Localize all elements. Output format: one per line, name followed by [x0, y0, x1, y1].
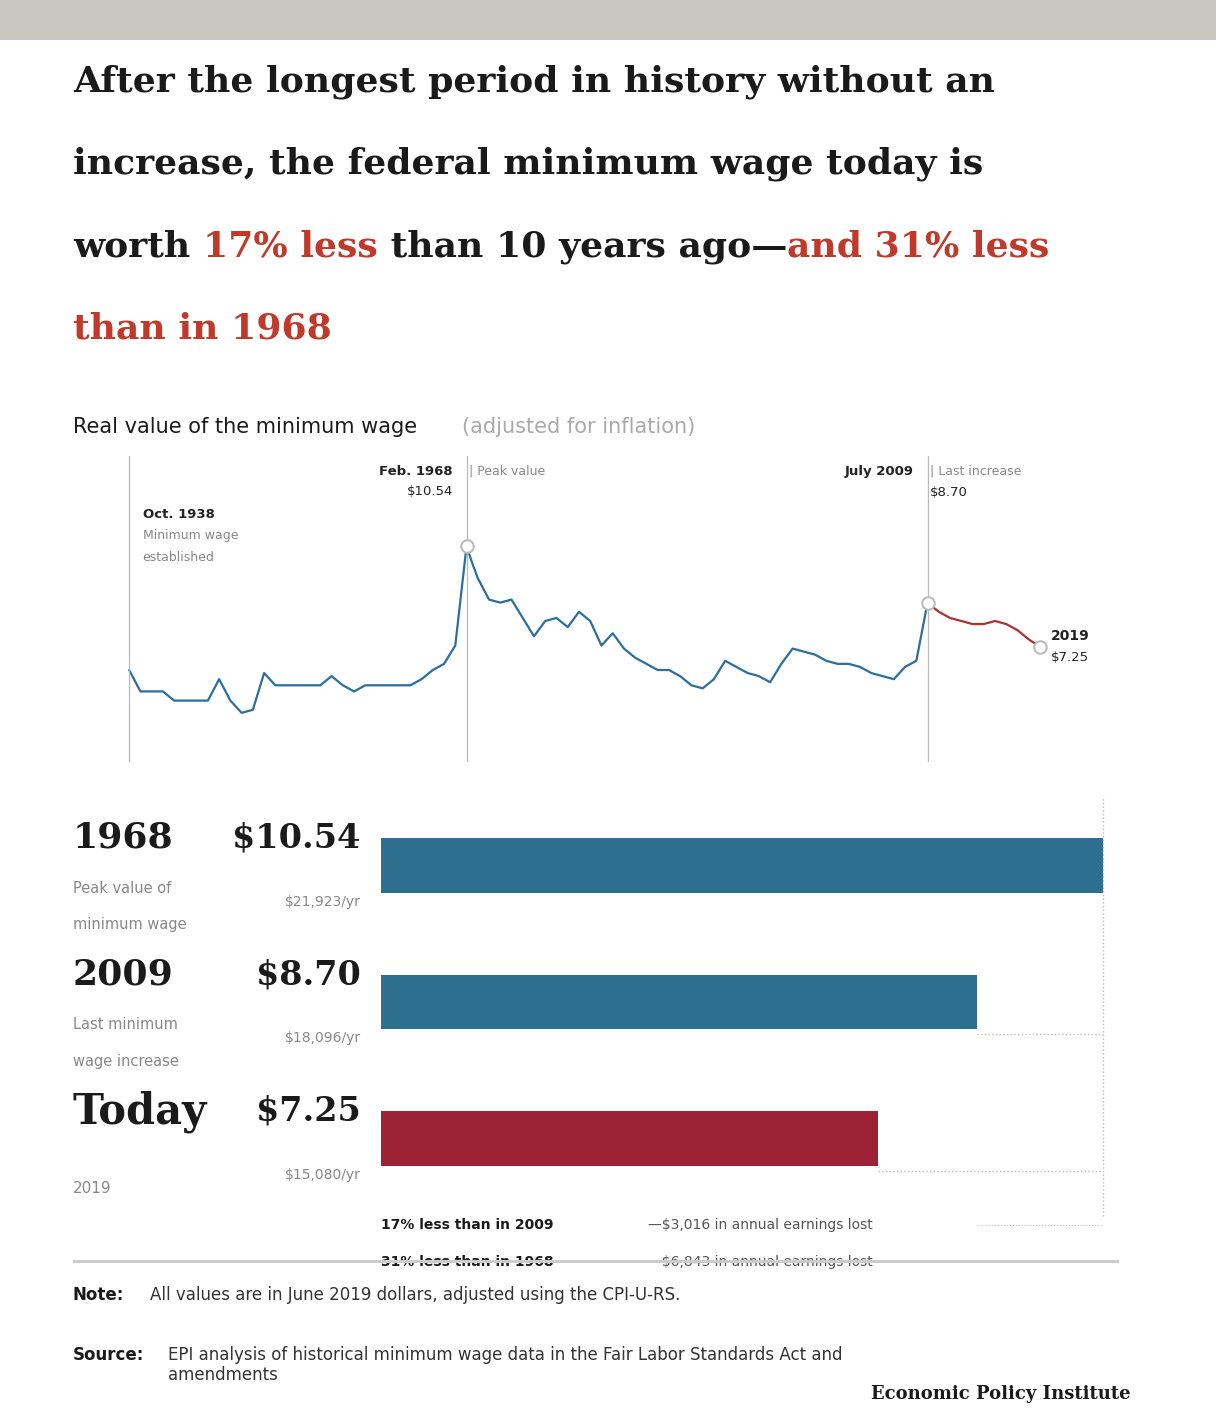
Text: Real value of the minimum wage: Real value of the minimum wage [73, 417, 423, 437]
Text: 2019: 2019 [1052, 629, 1090, 644]
Bar [382, 837, 1103, 893]
Text: Source:: Source: [73, 1346, 145, 1364]
Text: minimum wage: minimum wage [73, 917, 186, 931]
Text: All values are in June 2019 dollars, adjusted using the CPI-U-RS.: All values are in June 2019 dollars, adj… [150, 1286, 680, 1304]
Text: —$6,843 in annual earnings lost: —$6,843 in annual earnings lost [648, 1255, 873, 1269]
Text: $7.25: $7.25 [1052, 651, 1090, 664]
Text: Minimum wage: Minimum wage [142, 530, 238, 543]
Text: Oct. 1938: Oct. 1938 [142, 508, 214, 521]
Text: 31% less than in 1968: 31% less than in 1968 [382, 1255, 554, 1269]
Text: $10.54: $10.54 [406, 484, 454, 498]
Text: increase, the federal minimum wage today is: increase, the federal minimum wage today… [73, 147, 984, 181]
Text: $18,096/yr: $18,096/yr [285, 1031, 360, 1045]
Text: —$3,016 in annual earnings lost: —$3,016 in annual earnings lost [648, 1218, 873, 1232]
Text: 1968: 1968 [73, 820, 174, 854]
Text: Last minimum: Last minimum [73, 1017, 178, 1032]
Text: $8.70: $8.70 [255, 958, 360, 991]
Text: established: established [142, 551, 214, 564]
Text: $21,923/yr: $21,923/yr [285, 894, 360, 909]
Text: 2019: 2019 [73, 1182, 112, 1196]
Text: EPI analysis of historical minimum wage data in the Fair Labor Standards Act and: EPI analysis of historical minimum wage … [168, 1346, 843, 1384]
Text: than in 1968: than in 1968 [73, 312, 332, 346]
Text: Today: Today [73, 1089, 208, 1132]
Text: (adjusted for inflation): (adjusted for inflation) [462, 417, 696, 437]
Text: After the longest period in history without an: After the longest period in history with… [73, 64, 995, 98]
Text: Economic Policy Institute: Economic Policy Institute [871, 1384, 1131, 1403]
Bar [382, 974, 978, 1030]
Text: July 2009: July 2009 [845, 464, 914, 478]
Text: $7.25: $7.25 [255, 1095, 360, 1128]
Text: $15,080/yr: $15,080/yr [285, 1168, 360, 1182]
Text: wage increase: wage increase [73, 1054, 179, 1068]
Text: 17% less: 17% less [203, 229, 378, 263]
Text: | Last increase: | Last increase [930, 464, 1021, 478]
Text: than 10 years ago—: than 10 years ago— [378, 229, 787, 263]
Text: worth: worth [73, 229, 203, 263]
Text: | Peak value: | Peak value [469, 464, 545, 478]
Text: 2009: 2009 [73, 957, 174, 991]
Bar [382, 1111, 878, 1166]
Text: Feb. 1968: Feb. 1968 [379, 464, 454, 478]
Text: $10.54: $10.54 [232, 822, 360, 854]
Text: Note:: Note: [73, 1286, 124, 1304]
Text: $8.70: $8.70 [930, 486, 968, 500]
Text: and 31% less: and 31% less [787, 229, 1049, 263]
Text: 17% less than in 2009: 17% less than in 2009 [382, 1218, 554, 1232]
Text: Peak value of: Peak value of [73, 880, 171, 896]
